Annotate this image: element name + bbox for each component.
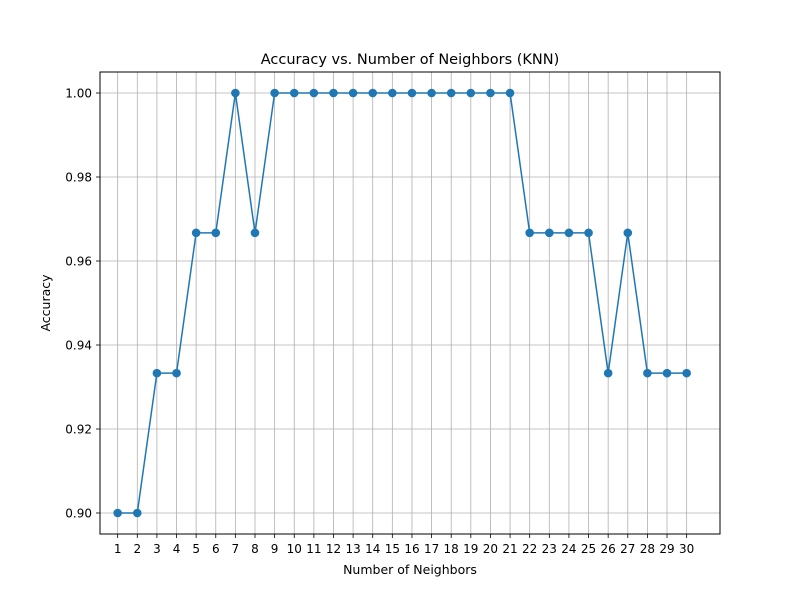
data-point — [623, 228, 633, 238]
data-point — [486, 88, 495, 98]
data-point — [407, 88, 417, 98]
x-tick-label: 22 — [522, 542, 537, 556]
data-point — [466, 88, 476, 98]
x-tick-label: 27 — [620, 542, 635, 556]
x-tick-label: 23 — [542, 542, 557, 556]
x-axis-ticks: 1 2 3 4 5 6 7 8 9 10 11 12 13 14 15 16 17 18 19 20 21 22 23 24 2… — [114, 534, 694, 556]
data-point — [309, 88, 319, 98]
data-point — [388, 88, 397, 98]
data-point — [152, 368, 162, 378]
y-tick-label: 0.94 — [65, 339, 92, 353]
data-point — [643, 368, 652, 378]
data-point — [427, 88, 436, 98]
y-tick-label: 0.92 — [65, 423, 92, 437]
x-tick-label: 10 — [287, 542, 302, 556]
x-axis-label: Number of Neighbors — [343, 562, 477, 577]
x-tick-label: 9 — [271, 542, 279, 556]
data-point — [368, 88, 378, 98]
x-tick-label: 8 — [251, 542, 259, 556]
data-point — [505, 88, 515, 98]
x-tick-label: 16 — [404, 542, 419, 556]
x-tick-label: 30 — [679, 542, 694, 556]
data-point — [250, 228, 260, 238]
grid — [100, 72, 720, 534]
x-tick-label: 11 — [306, 542, 321, 556]
x-tick-label: 21 — [502, 542, 517, 556]
chart-title: Accuracy vs. Number of Neighbors (KNN) — [261, 52, 560, 68]
x-tick-label: 2 — [133, 542, 141, 556]
x-tick-label: 17 — [424, 542, 439, 556]
accuracy-line — [117, 92, 687, 514]
x-tick-label: 15 — [385, 542, 400, 556]
data-point — [446, 88, 456, 98]
data-point — [132, 508, 142, 518]
data-point — [211, 228, 221, 238]
data-point — [682, 368, 691, 378]
data-point — [603, 368, 613, 378]
x-tick-label: 20 — [483, 542, 498, 556]
data-point — [584, 228, 593, 238]
data-point — [662, 368, 672, 378]
data-point — [113, 508, 122, 518]
x-tick-label: 19 — [463, 542, 478, 556]
y-tick-label: 0.96 — [65, 255, 92, 269]
x-tick-label: 26 — [601, 542, 616, 556]
y-tick-label: 1.00 — [65, 87, 92, 101]
x-tick-label: 13 — [345, 542, 360, 556]
y-axis-label: Accuracy — [38, 274, 53, 332]
data-point — [545, 228, 554, 238]
x-tick-label: 28 — [640, 542, 655, 556]
x-tick-label: 25 — [581, 542, 596, 556]
y-axis-ticks: 0.90 0.92 0.94 0.96 0.98 1.00 — [65, 87, 100, 521]
data-point — [348, 88, 358, 98]
data-point — [172, 368, 181, 378]
data-point — [329, 88, 338, 98]
data-point — [191, 228, 201, 238]
y-tick-label: 0.90 — [65, 507, 92, 521]
x-tick-label: 5 — [192, 542, 200, 556]
x-tick-label: 4 — [173, 542, 181, 556]
x-tick-label: 12 — [326, 542, 341, 556]
y-tick-label: 0.98 — [65, 171, 92, 185]
data-point — [525, 228, 534, 238]
x-tick-label: 7 — [232, 542, 240, 556]
plot-area-frame — [99, 71, 721, 535]
x-tick-label: 29 — [659, 542, 674, 556]
x-tick-label: 3 — [153, 542, 161, 556]
data-point — [270, 88, 279, 98]
data-point — [289, 88, 299, 98]
series-accuracy — [113, 88, 691, 518]
data-point — [564, 228, 574, 238]
x-tick-label: 14 — [365, 542, 380, 556]
x-tick-label: 18 — [444, 542, 459, 556]
x-tick-label: 1 — [114, 542, 122, 556]
data-point — [231, 88, 240, 98]
x-tick-label: 24 — [561, 542, 576, 556]
x-tick-label: 6 — [212, 542, 220, 556]
